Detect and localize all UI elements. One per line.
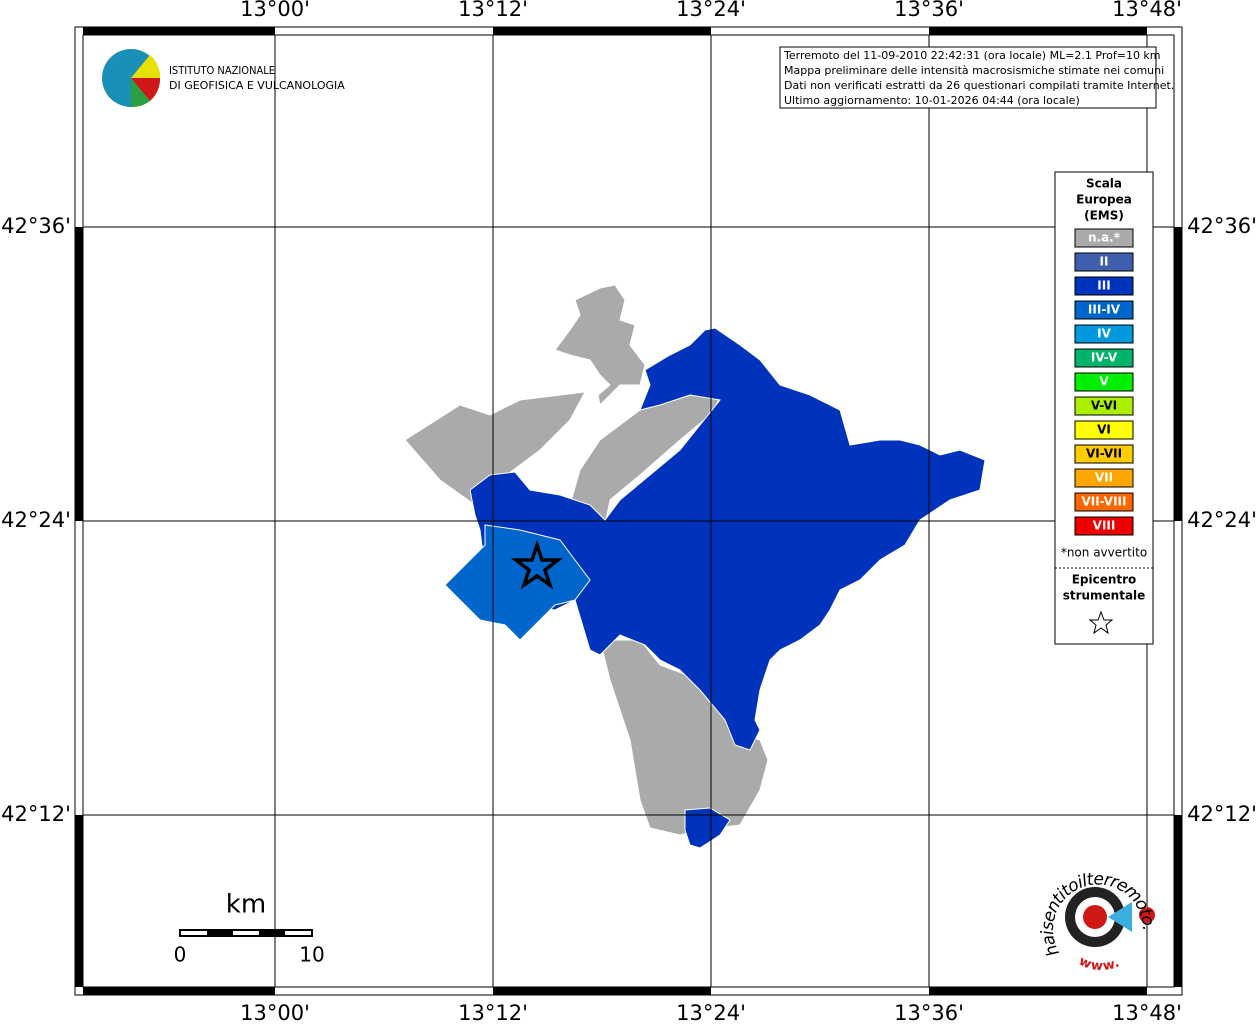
latitude-label: 42°36' [1187,214,1256,238]
logo-line: DI GEOFISICA E VULCANOLOGIA [169,79,345,92]
scale-bar: km 0 10 [174,890,325,967]
legend-swatch [1074,492,1134,512]
logo-line: ISTITUTO NAZIONALE [169,64,275,77]
info-line: Mappa preliminare delle intensità macros… [784,64,1164,77]
info-line: Dati non verificati estratti da 26 quest… [784,79,1174,92]
legend-label: IV-V [1091,351,1118,365]
badge-www-path: www. [1077,953,1122,973]
longitude-label: 13°36' [894,1001,964,1024]
longitude-label: 13°48' [1112,1001,1182,1024]
legend-swatch [1074,276,1134,296]
legend-epicenter: Epicentro [1072,573,1137,587]
legend-swatch [1074,252,1134,272]
legend-label: III [1097,279,1110,293]
legend-swatch [1074,444,1134,464]
legend-swatch [1074,420,1134,440]
longitude-label: 13°00' [240,0,310,21]
legend-swatch [1074,300,1134,320]
info-box [779,46,1157,109]
legend-swatch [1074,396,1134,416]
longitude-label: 13°12' [458,1001,528,1024]
legend-label: VIII [1093,519,1116,533]
legend-swatch [1074,372,1134,392]
latitude-label: 42°12' [1187,802,1256,826]
longitude-label: 13°48' [1112,0,1182,21]
legend-title: (EMS) [1084,209,1124,223]
legend-label: II [1100,255,1109,269]
epicenter-star [510,539,564,590]
latitude-label: 42°24' [1187,508,1256,532]
legend-label: V-VI [1091,399,1117,413]
latitude-label: 42°24' [1,508,71,532]
latitude-label: 42°12' [1,802,71,826]
scale-label: 0 [174,943,187,967]
legend-label: VII [1095,471,1113,485]
latitude-label: 42°36' [1,214,71,238]
longitude-label: 13°24' [676,1001,746,1024]
badge-www: www. [1077,953,1122,973]
legend-label: VII-VIII [1081,495,1126,509]
legend-label: V [1099,375,1109,389]
legend-title: Europea [1076,193,1132,207]
legend-star [1088,610,1114,635]
legend-label: VI-VII [1086,447,1122,461]
longitude-label: 13°12' [458,0,528,21]
legend-label: III-IV [1088,303,1121,317]
legend-label: IV [1097,327,1111,341]
longitude-label: 13°24' [676,0,746,21]
legend-label: n.a.* [1088,231,1121,245]
legend-epicenter: strumentale [1063,589,1146,603]
legend-swatch [1074,228,1134,248]
legend-swatch [1074,468,1134,488]
longitude-label: 13°00' [240,1001,310,1024]
intensity-areas [404,284,986,849]
legend-swatch [1074,516,1134,536]
scale-unit: km [226,890,266,920]
info-line: Terremoto del 11-09-2010 22:42:31 (ora l… [783,49,1161,62]
inner-frame [82,34,1175,988]
frame-ticks [75,27,1182,995]
legend-note: *non avvertito [1061,546,1147,560]
ingv-logo: ISTITUTO NAZIONALE DI GEOFISICA E VULCAN… [102,49,345,108]
legend-swatch [1074,324,1134,344]
scale-label: 10 [299,943,324,967]
longitude-label: 13°36' [894,0,964,21]
legend-label: VI [1097,423,1111,437]
info-line: Ultimo aggiornamento: 10-01-2026 04:44 (… [784,94,1080,107]
legend-swatch [1074,348,1134,368]
legend-title: Scala [1086,177,1122,191]
